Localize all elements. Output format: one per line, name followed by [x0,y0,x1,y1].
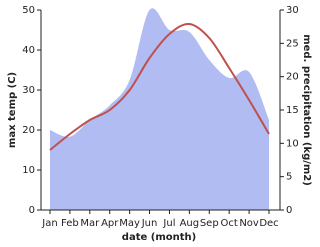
x-tick-label: May [119,218,140,229]
y2-axis-title: med. precipitation (kg/m2) [301,34,312,186]
x-axis-title: date (month) [122,232,196,243]
x-tick-label: Feb [61,218,79,229]
x-tick-label: Aug [180,218,200,229]
x-tick-label: Jul [162,218,175,229]
y2-tick-label: 15 [286,105,299,116]
y2-tick-label: 0 [286,205,292,216]
x-tick-label: Jun [141,218,158,229]
x-tick-label: Sep [200,218,219,229]
y-tick-label: 40 [22,45,35,56]
y-axis-title: max temp (C) [7,72,18,148]
precipitation-area [50,8,269,210]
y2-tick-label: 20 [286,72,299,83]
y-tick-label: 0 [29,205,35,216]
y2-tick-label: 10 [286,138,299,149]
y-tick-label: 10 [22,165,35,176]
x-tick-label: Mar [80,218,100,229]
temperature-line [49,22,270,151]
y2-tick-label: 5 [286,172,292,183]
y2-tick-label: 30 [286,5,299,16]
y-tick-label: 30 [22,85,35,96]
x-tick-label: Jan [41,218,57,229]
x-tick-label: Dec [259,218,278,229]
x-tick-label: Oct [221,218,238,229]
y-tick-label: 50 [22,5,35,16]
y-tick-label: 20 [22,125,35,136]
x-tick-label: Nov [239,218,259,229]
x-tick-label: Apr [101,218,119,229]
y2-tick-label: 25 [286,38,299,49]
